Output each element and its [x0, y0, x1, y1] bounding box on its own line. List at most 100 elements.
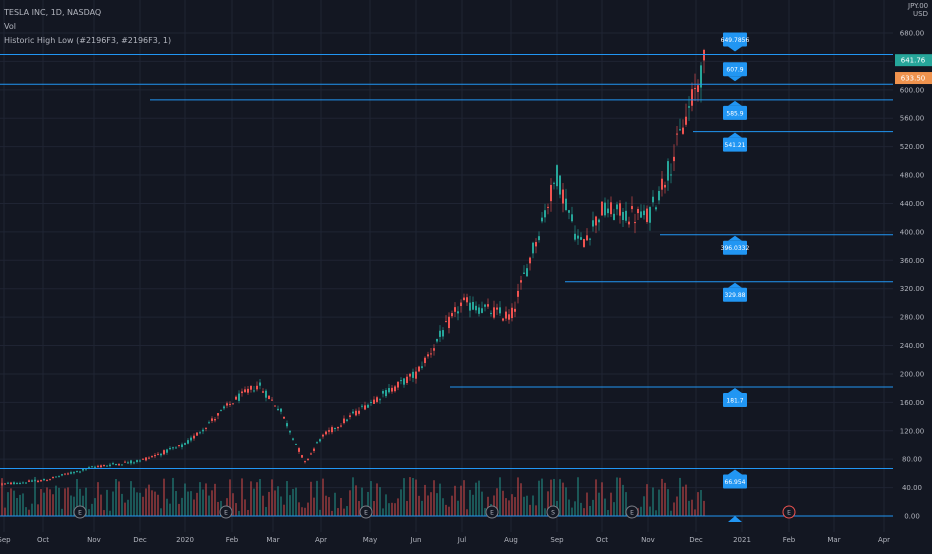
candle-body: [76, 470, 78, 472]
volume-bar: [574, 501, 576, 516]
candle-body: [271, 399, 273, 401]
volume-bar: [277, 486, 279, 516]
candle-body: [208, 422, 210, 424]
indicator-label[interactable]: Historic High Low (#2196F3, #2196F3, 1): [4, 36, 172, 45]
candle-body: [283, 416, 285, 419]
candle-body: [127, 462, 129, 464]
volume-bar: [406, 500, 408, 516]
volume-bar: [271, 479, 273, 516]
y-tick-label: 360.00: [900, 257, 925, 265]
candle-body: [541, 217, 543, 222]
candle-body: [622, 211, 624, 221]
candle-body: [463, 297, 465, 301]
candle-body: [220, 410, 222, 412]
candle-body: [370, 401, 372, 403]
candle-body: [655, 207, 657, 210]
level-label-pointer: [728, 100, 742, 106]
volume-bar: [175, 491, 177, 516]
candle-body: [97, 465, 99, 467]
currency-label[interactable]: JPY.00 USD: [908, 2, 928, 18]
candle-body: [193, 435, 195, 439]
volume-bar: [421, 500, 423, 516]
volume-bar: [205, 483, 207, 516]
candle-body: [19, 482, 21, 484]
x-tick-label: 2021: [733, 536, 751, 544]
candle-body: [508, 314, 510, 320]
x-tick-label: Aug: [504, 536, 518, 544]
candle-body: [352, 411, 354, 414]
volume-bar: [427, 495, 429, 516]
candle-body: [565, 198, 567, 211]
volume-bar: [67, 487, 69, 516]
event-marker-text: E: [787, 510, 791, 517]
candle-body: [295, 443, 297, 445]
candle-body: [259, 382, 261, 386]
candle-body: [661, 178, 663, 190]
earnings-marker: [625, 505, 639, 519]
y-tick-label: 400.00: [900, 228, 925, 236]
candle-body: [13, 482, 15, 484]
candle-body: [244, 389, 246, 393]
candle-body: [553, 182, 555, 184]
volume-bar: [655, 510, 657, 516]
level-label-pointer: [728, 76, 742, 82]
candle-body: [49, 479, 51, 481]
x-tick-label: Dec: [689, 536, 703, 544]
volume-bar: [601, 482, 603, 516]
symbol-title[interactable]: TESLA INC, 1D, NASDAQ: [4, 8, 102, 17]
volume-bar: [649, 506, 651, 516]
volume-bar: [157, 494, 159, 516]
candle-body: [196, 432, 198, 436]
volume-bar: [643, 496, 645, 516]
volume-bar: [208, 495, 210, 516]
volume-bar: [19, 494, 21, 516]
historic-levels: 649.7856 607.9 585.9 541.21 396.0332 329.88 18…: [0, 32, 893, 522]
volume-bar: [517, 477, 519, 516]
candle-body: [457, 311, 459, 314]
x-tick-label: Feb: [783, 536, 796, 544]
volume-bar: [55, 485, 57, 516]
volume-bar: [76, 479, 78, 516]
level-label-text: 541.21: [725, 142, 746, 149]
candle-body: [145, 457, 147, 461]
candle-body: [1, 483, 3, 485]
event-marker-text: S: [551, 510, 555, 517]
volume-bar: [340, 497, 342, 516]
y-tick-label: 120.00: [900, 427, 925, 435]
candle-body: [4, 483, 6, 485]
volume-bar: [481, 491, 483, 516]
candle-body: [625, 210, 627, 221]
volume-bar: [31, 503, 33, 516]
candle-body: [577, 235, 579, 239]
volume-bar: [49, 489, 51, 516]
candle-body: [217, 413, 219, 416]
candle-body: [703, 49, 705, 61]
volume-bar: [673, 502, 675, 516]
volume-bar: [322, 478, 324, 516]
candle-body: [403, 378, 405, 385]
candle-body: [247, 388, 249, 393]
pre-market-tag: [895, 72, 932, 85]
volume-bar: [298, 502, 300, 516]
candle-body: [619, 203, 621, 216]
volume-bar: [346, 506, 348, 516]
volume-label[interactable]: Vol: [4, 22, 16, 31]
candle-body: [277, 408, 279, 411]
candle-body: [109, 464, 111, 467]
volume-bar: [4, 507, 6, 516]
volume-bar: [604, 498, 606, 516]
volume-bar: [616, 477, 618, 516]
volume-bar: [238, 510, 240, 516]
volume-bar: [679, 477, 681, 516]
volume-bar: [319, 509, 321, 516]
candle-body: [532, 242, 534, 254]
candle-body: [190, 437, 192, 441]
volume-bar: [493, 495, 495, 516]
candle-body: [268, 395, 270, 399]
level-label-box: [723, 240, 747, 255]
candle-body: [73, 472, 75, 474]
candle-body: [424, 357, 426, 364]
last-price-text: 641.76: [901, 57, 926, 65]
